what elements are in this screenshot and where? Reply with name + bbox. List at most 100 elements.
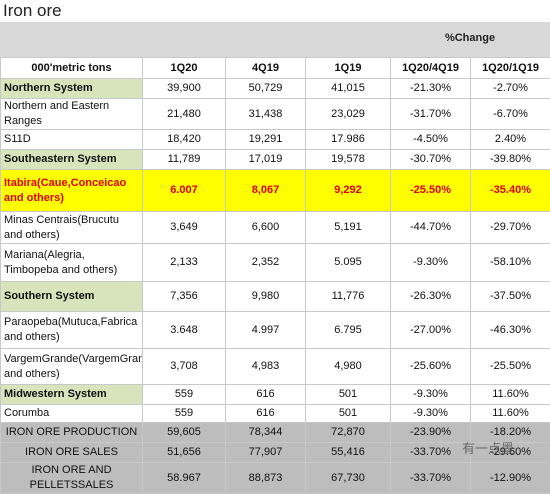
row-label: Midwestern System — [1, 385, 143, 405]
cell: 39,900 — [143, 79, 226, 99]
cell: 41,015 — [306, 79, 391, 99]
cell: -29.70% — [471, 212, 550, 244]
cell: 4Q19 — [226, 58, 306, 79]
cell: -25.50% — [391, 170, 471, 212]
row-label: Northern and Eastern Ranges — [1, 99, 143, 130]
cell: 7,356 — [143, 282, 226, 312]
cell: 11,789 — [143, 150, 226, 170]
cell: 2,133 — [143, 244, 226, 282]
cell: 67,730 — [306, 463, 391, 494]
cell: -21.30% — [391, 79, 471, 99]
cell: 3,649 — [143, 212, 226, 244]
cell: 78,344 — [226, 423, 306, 443]
cell: 23,029 — [306, 99, 391, 130]
cell: 559 — [143, 385, 226, 405]
group-header: %Change — [390, 32, 550, 44]
cell: 9,292 — [306, 170, 391, 212]
cell: -26.30% — [391, 282, 471, 312]
cell: -9.30% — [391, 405, 471, 423]
cell: -23.90% — [391, 423, 471, 443]
cell: 59,605 — [143, 423, 226, 443]
cell: 501 — [306, 405, 391, 423]
cell: -9.30% — [391, 385, 471, 405]
cell: 11.60% — [471, 385, 550, 405]
cell: 88,873 — [226, 463, 306, 494]
row-label: Southern System — [1, 282, 143, 312]
cell: -44.70% — [391, 212, 471, 244]
cell: 5.095 — [306, 244, 391, 282]
cell: 58.967 — [143, 463, 226, 494]
cell: 1Q20 — [143, 58, 226, 79]
cell: 2,352 — [226, 244, 306, 282]
cell: 3,708 — [143, 349, 226, 385]
row-label: Northern System — [1, 79, 143, 99]
cell: 6.795 — [306, 312, 391, 349]
row-label: IRON ORE SALES — [1, 443, 143, 463]
cell: 1Q20/1Q19 — [471, 58, 550, 79]
cell: 6,600 — [226, 212, 306, 244]
row-label: Paraopeba(Mutuca,Fabrica and others) — [1, 312, 143, 349]
cell: 9,980 — [226, 282, 306, 312]
title: Iron ore — [0, 0, 550, 22]
row-label: Itabira(Caue,Conceicao and others) — [1, 170, 143, 212]
row-label: 000'metric tons — [1, 58, 143, 79]
cell: -33.70% — [391, 443, 471, 463]
cell: 19,291 — [226, 130, 306, 150]
cell: 616 — [226, 385, 306, 405]
header-band: %Change — [0, 22, 550, 57]
cell: 21,480 — [143, 99, 226, 130]
cell: -27.00% — [391, 312, 471, 349]
cell: 17.986 — [306, 130, 391, 150]
cell: -46.30% — [471, 312, 550, 349]
cell: 50,729 — [226, 79, 306, 99]
cell: 3.648 — [143, 312, 226, 349]
row-label: Minas Centrais(Brucutu and others) — [1, 212, 143, 244]
cell: -9.30% — [391, 244, 471, 282]
cell: -30.70% — [391, 150, 471, 170]
cell: -33.70% — [391, 463, 471, 494]
cell: 1Q20/4Q19 — [391, 58, 471, 79]
cell: 4,980 — [306, 349, 391, 385]
row-label: S11D — [1, 130, 143, 150]
cell: 4.997 — [226, 312, 306, 349]
cell: -25.50% — [471, 349, 550, 385]
cell: 6.007 — [143, 170, 226, 212]
cell: 616 — [226, 405, 306, 423]
cell: -35.40% — [471, 170, 550, 212]
cell: 1Q19 — [306, 58, 391, 79]
cell: 11.60% — [471, 405, 550, 423]
row-label: IRON ORE AND PELLETSSALES — [1, 463, 143, 494]
page: {"title": "Iron ore", "group_header": "%… — [0, 0, 550, 470]
watermark: 有一点墨 — [462, 438, 514, 457]
cell: 5,191 — [306, 212, 391, 244]
cell: 31,438 — [226, 99, 306, 130]
cell: 17,019 — [226, 150, 306, 170]
cell: -4.50% — [391, 130, 471, 150]
row-label: VargemGrande(VargemGrande,Pico and other… — [1, 349, 143, 385]
cell: 2.40% — [471, 130, 550, 150]
row-label: Mariana(Alegria, Timbopeba and others) — [1, 244, 143, 282]
cell: -6.70% — [471, 99, 550, 130]
cell: 77,907 — [226, 443, 306, 463]
cell: 55,416 — [306, 443, 391, 463]
table-row: Paraopeba(Mutuca,Fabrica and others)3.64… — [1, 312, 550, 349]
cell: -39.80% — [471, 150, 550, 170]
cell: -12.90% — [471, 463, 550, 494]
row-label: IRON ORE PRODUCTION — [1, 423, 143, 443]
cell: 11,776 — [306, 282, 391, 312]
cell: -2.70% — [471, 79, 550, 99]
table-row: Mariana(Alegria, Timbopeba and others)2,… — [1, 244, 550, 282]
cell: 8,067 — [226, 170, 306, 212]
